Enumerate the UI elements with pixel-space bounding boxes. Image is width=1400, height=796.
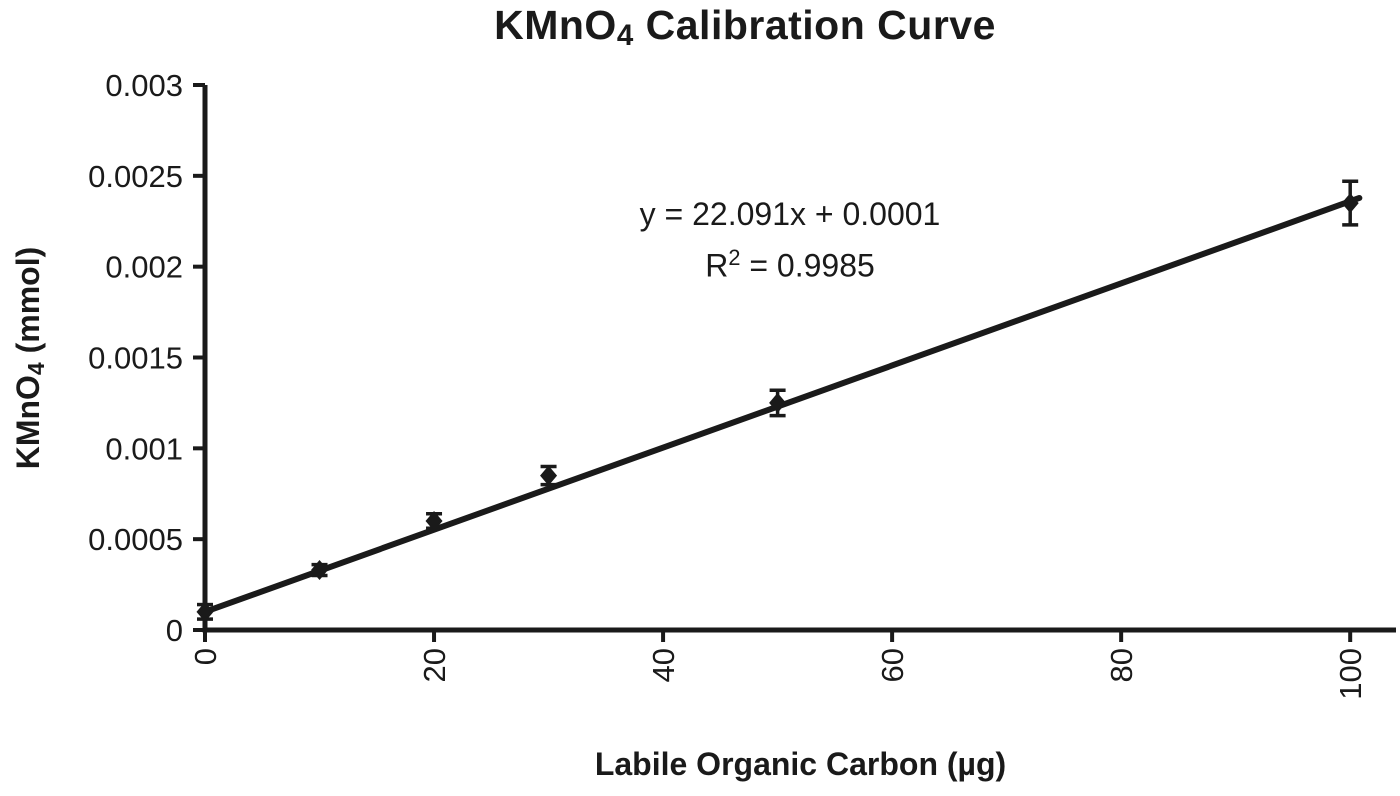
y-tick-label: 0: [166, 613, 183, 648]
x-tick-label: 60: [875, 648, 910, 682]
chart-title-suffix: Calibration Curve: [633, 2, 996, 48]
x-tick-label: 80: [1104, 648, 1139, 682]
y-axis-title-prefix: KMnO: [10, 375, 46, 470]
y-tick-label: 0.002: [105, 250, 183, 285]
y-tick-label: 0.001: [105, 431, 183, 466]
x-tick-label: 20: [417, 648, 452, 682]
x-axis-title: Labile Organic Carbon (µg): [594, 746, 1007, 782]
data-point-marker: [769, 392, 787, 413]
chart-title-subscript: 4: [616, 19, 634, 53]
chart-title-prefix: KMnO: [494, 2, 617, 48]
data-point-marker: [196, 601, 214, 622]
trendline-r-squared: R2 = 0.9985: [705, 245, 875, 284]
y-axis-title-subscript: 4: [23, 362, 50, 376]
data-point-marker: [311, 560, 329, 581]
x-tick-label: 100: [1333, 648, 1368, 700]
data-point-marker: [425, 511, 443, 531]
y-axis-title: KMnO4 (mmol): [7, 158, 49, 558]
y-axis-title-suffix: (mmol): [10, 246, 46, 363]
chart-title: KMnO4 Calibration Curve: [494, 2, 996, 53]
data-point-marker: [540, 465, 558, 486]
data-point-marker: [1341, 193, 1359, 214]
x-tick-label: 0: [188, 648, 223, 665]
trendline-equation: y = 22.091x + 0.0001: [639, 196, 941, 232]
y-tick-label: 0.003: [105, 68, 183, 103]
trendline-annotation: y = 22.091x + 0.0001 R2 = 0.9985: [560, 192, 1020, 288]
y-tick-label: 0.0025: [88, 159, 183, 194]
x-tick-label: 40: [646, 648, 681, 682]
y-tick-label: 0.0005: [88, 522, 183, 557]
y-tick-label: 0.0015: [88, 341, 183, 376]
